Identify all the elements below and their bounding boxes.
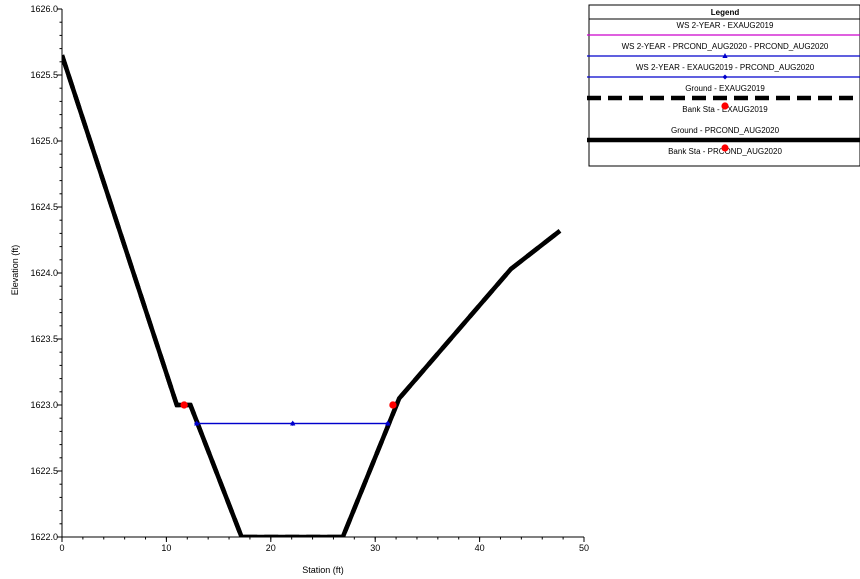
- x-tick-label: 40: [475, 543, 485, 553]
- plot-series: [62, 54, 562, 537]
- y-tick-label: 1623.5: [30, 334, 58, 344]
- legend-marker: [722, 53, 728, 58]
- legend: Legend WS 2-YEAR - EXAUG2019 WS 2-YEAR - P…: [587, 4, 860, 167]
- legend-label: WS 2-YEAR - PRCOND_AUG2020 - PRCOND_AUG2…: [622, 42, 829, 51]
- y-axis-label: Elevation (ft): [10, 245, 20, 296]
- y-tick-label: 1625.5: [30, 70, 58, 80]
- legend-label: WS 2-YEAR - EXAUG2019 - PRCOND_AUG2020: [636, 63, 815, 72]
- y-tick-label: 1626.0: [30, 4, 58, 14]
- x-tick-label: 0: [59, 543, 64, 553]
- legend-label: Ground - PRCOND_AUG2020: [671, 126, 780, 135]
- y-tick-label: 1624.0: [30, 268, 58, 278]
- x-tick-label: 10: [161, 543, 171, 553]
- legend-marker: [721, 144, 729, 152]
- series-line-5: [62, 54, 562, 537]
- x-axis-label: Station (ft): [302, 565, 344, 575]
- series-6-point: [389, 401, 397, 409]
- x-tick-label: 20: [266, 543, 276, 553]
- plot-area: [62, 54, 562, 537]
- legend-marker: [721, 102, 729, 110]
- y-tick-label: 1622.0: [30, 532, 58, 542]
- series-2-point: [194, 420, 200, 426]
- legend-title: Legend: [711, 8, 740, 17]
- x-tick-label: 30: [370, 543, 380, 553]
- legend-label: Ground - EXAUG2019: [685, 84, 765, 93]
- y-tick-label: 1623.0: [30, 400, 58, 410]
- series-2-point: [290, 420, 296, 426]
- x-tick-label: 50: [579, 543, 589, 553]
- series-2-point: [385, 420, 391, 426]
- y-tick-label: 1624.5: [30, 202, 58, 212]
- y-tick-label: 1622.5: [30, 466, 58, 476]
- legend-marker: [722, 74, 728, 80]
- series-6-point: [180, 401, 188, 409]
- legend-label: WS 2-YEAR - EXAUG2019: [677, 21, 774, 30]
- y-tick-label: 1625.0: [30, 136, 58, 146]
